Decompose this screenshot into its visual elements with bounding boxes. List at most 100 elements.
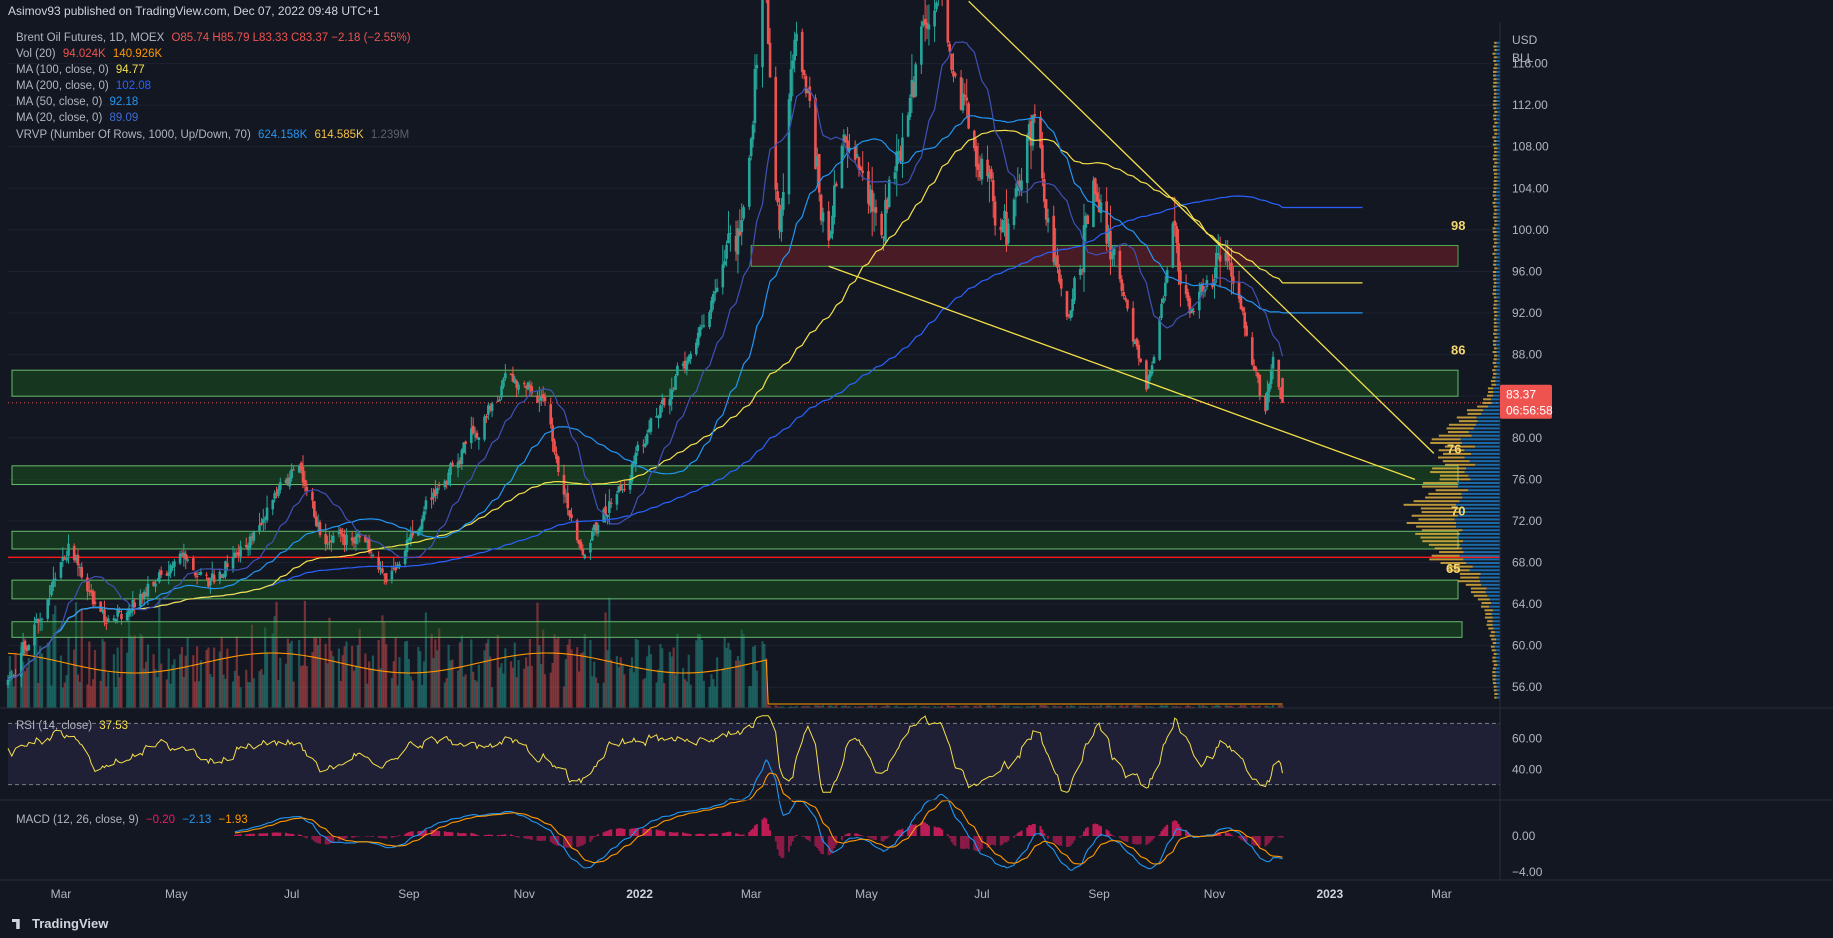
vrvp-row[interactable]: VRVP (Number Of Rows, 1000, Up/Down, 70)…	[16, 127, 411, 143]
candle-body	[260, 522, 263, 526]
candle-body	[1059, 278, 1063, 289]
volume-profile-down	[1492, 678, 1496, 681]
volume-profile-up	[1457, 485, 1500, 488]
macd-histogram-bar	[871, 836, 874, 840]
volume-bar	[432, 658, 435, 708]
volume-profile-down	[1493, 150, 1497, 153]
time-tick-label: 2023	[1316, 887, 1343, 901]
candle-body	[303, 479, 307, 487]
volume-bar	[1173, 706, 1176, 708]
candle-body	[365, 541, 369, 543]
candle-body	[1133, 341, 1137, 345]
macd-histogram-bar	[511, 835, 514, 836]
volume-bar	[404, 641, 407, 708]
volume-bar	[659, 643, 662, 708]
candle-body	[1054, 257, 1057, 265]
candle-body	[513, 378, 517, 383]
ma20-row[interactable]: MA (20, close, 0) 89.09	[16, 110, 411, 126]
macd-histogram-bar	[778, 836, 781, 856]
volume-bar	[1281, 705, 1284, 708]
volume-bar	[207, 647, 210, 708]
candle-body	[1046, 217, 1050, 223]
candle-body	[220, 574, 223, 579]
tradingview-logo[interactable]: TradingView	[12, 916, 108, 931]
macd-histogram-bar	[869, 836, 872, 839]
price-tick-label: 100.00	[1512, 223, 1549, 237]
volume-bar	[1096, 706, 1099, 708]
symbol-row[interactable]: Brent Oil Futures, 1D, MOEX O85.74 H85.7…	[16, 30, 411, 46]
macd-legend[interactable]: MACD (12, 26, close, 9) −0.20 −2.13 −1.9…	[16, 814, 248, 826]
candle-body	[515, 380, 518, 388]
candle-body	[173, 561, 176, 567]
volume-profile-up	[1497, 336, 1500, 339]
candle-body	[713, 291, 717, 294]
volume-bar	[765, 658, 768, 708]
volume-bar	[1230, 705, 1233, 708]
volume-profile-up	[1475, 445, 1500, 448]
volume-bar	[10, 671, 13, 708]
volume-profile-up	[1495, 678, 1500, 681]
volume-profile-down	[1494, 241, 1497, 244]
candle-body	[458, 460, 462, 465]
volume-bar	[33, 636, 36, 708]
volume-profile-up	[1496, 180, 1500, 183]
volume-profile-down	[1421, 529, 1463, 532]
volume-bar	[143, 668, 146, 708]
volume-bar	[1135, 705, 1139, 708]
candle-body	[488, 406, 492, 410]
macd-histogram-bar	[1164, 826, 1167, 836]
candle-body	[1052, 215, 1056, 262]
ma100-row[interactable]: MA (100, close, 0) 94.77	[16, 62, 411, 78]
vol-row[interactable]: Vol (20) 94.024K 140.926K	[16, 46, 411, 62]
volume-profile-up	[1496, 136, 1500, 139]
volume-bar	[729, 649, 732, 708]
macd-histogram-bar	[1135, 836, 1138, 845]
candle-body	[655, 415, 658, 418]
candle-body	[831, 215, 834, 234]
macd-histogram-bar	[1067, 836, 1070, 847]
volume-bar	[980, 706, 983, 708]
candle-body	[279, 482, 282, 490]
macd-histogram-bar	[899, 829, 902, 836]
volume-bar	[14, 652, 17, 708]
candle-body	[1150, 365, 1154, 374]
macd-histogram-bar	[1056, 836, 1059, 845]
candle-body	[133, 602, 136, 608]
support-zone	[11, 621, 1463, 638]
volume-bar	[1073, 706, 1076, 708]
macd-histogram-bar	[368, 836, 371, 837]
macd-histogram-bar	[933, 826, 936, 836]
macd-histogram-bar	[702, 834, 705, 836]
volume-profile-up	[1496, 96, 1500, 99]
volume-profile-up	[1463, 558, 1500, 561]
volume-profile-up	[1475, 463, 1500, 466]
macd-histogram-bar	[729, 831, 732, 836]
macd-histogram-bar	[1099, 826, 1102, 836]
candle-body	[19, 652, 23, 677]
volume-bar	[52, 613, 55, 708]
macd-histogram-bar	[513, 835, 516, 837]
support-zone	[11, 530, 1459, 550]
rsi-legend[interactable]: RSI (14, close) 37.53	[16, 720, 128, 732]
macd-histogram-bar	[636, 827, 639, 836]
volume-bar	[300, 666, 303, 708]
volume-profile-down	[1448, 423, 1476, 426]
candle-body	[933, 10, 936, 27]
candle-body	[275, 492, 278, 494]
volume-profile-down	[1446, 565, 1473, 568]
macd-histogram-bar	[411, 831, 414, 836]
volume-bar	[636, 639, 639, 708]
candle-body	[683, 360, 687, 369]
candle-body	[946, 0, 950, 43]
volume-profile-down	[1438, 434, 1472, 437]
ohlc-values: O85.74 H85.79 L83.33 C83.37 −2.18 (−2.55…	[171, 32, 411, 44]
last-price-badge	[1500, 384, 1552, 419]
volume-profile-up	[1496, 78, 1500, 81]
volume-bar	[629, 668, 632, 708]
macd-histogram-bar	[1137, 836, 1140, 845]
ma200-row[interactable]: MA (200, close, 0) 102.08	[16, 78, 411, 94]
macd-histogram-bar	[596, 834, 599, 836]
ma50-row[interactable]: MA (50, close, 0) 92.18	[16, 94, 411, 110]
macd-histogram-bar	[1014, 835, 1017, 836]
